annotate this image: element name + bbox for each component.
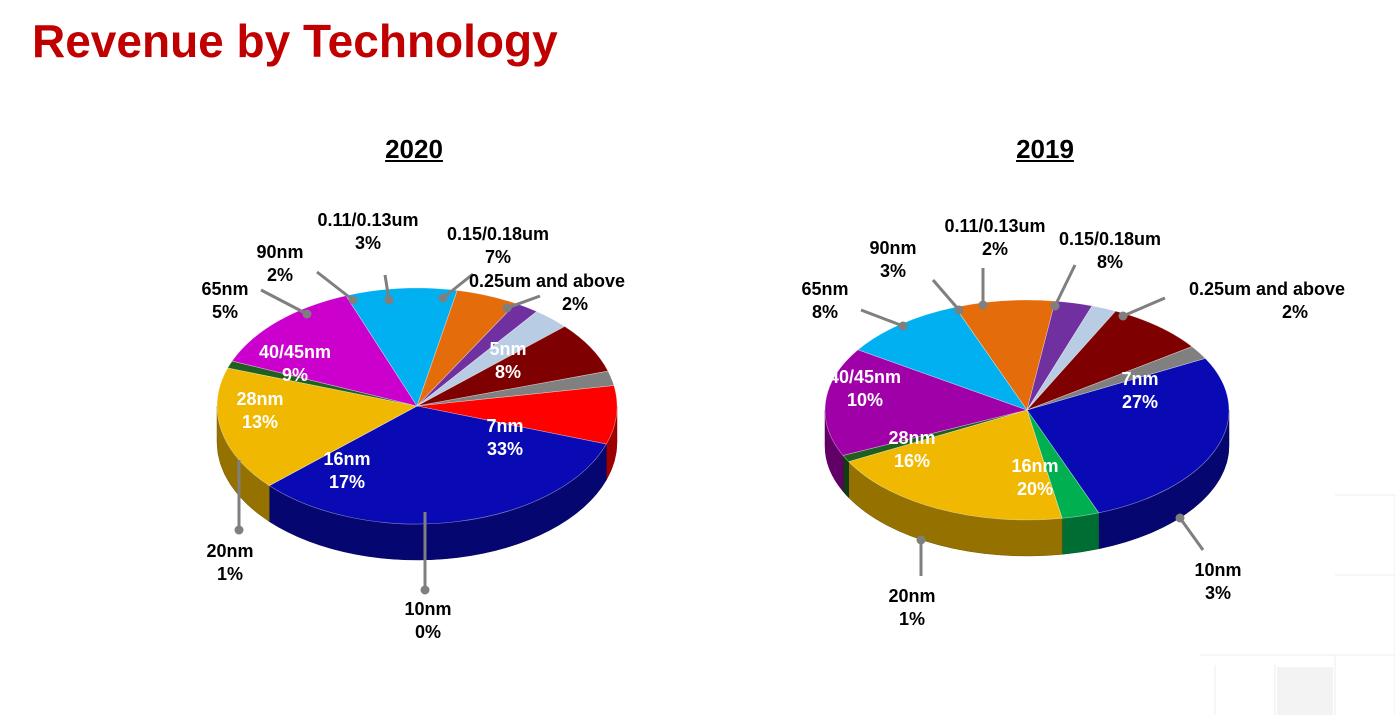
leader-line-0-15-0-18um-2019 [1053,264,1077,307]
leader-dot-65nm-2019 [898,321,908,331]
slice-label-90nm-2020: 90nm [256,242,303,262]
pie-side-10nm-2019 [1061,512,1099,555]
slice-label-0-25um-and-above-2020: 0.25um and above [469,271,625,291]
slice-label-28nm-2019: 28nm [888,428,935,448]
slice-value-28nm-2020: 13% [242,412,278,432]
leader-dot-10nm-2019 [1175,513,1185,523]
slice-label-10nm-2019: 10nm [1194,560,1241,580]
leader-line-0-25um-and-above-2020 [506,294,541,310]
pie-slice-16nm-2019 [848,409,1063,521]
pie-side-20nm-2019 [842,454,849,499]
leader-dot-0-15-0-18um-2020 [438,293,448,303]
slice-label-16nm-2020: 16nm [323,449,370,469]
slice-value-0-11-0-13um-2020: 3% [355,233,381,253]
pie-labels-2019: 7nm 27% 10nm 3% 16nm 20% 20nm 1% 28nm 16% 40/45nm 1… [801,216,1345,629]
slice-label-0-25um-and-above-2019: 0.25um and above [1189,279,1345,299]
slice-label-65nm-2019: 65nm [801,279,848,299]
pie-chart-2019: 2019 7nm 27% 10nm 3% 16nm 20% 20nm 1% 28nm 16% 40/… [705,120,1345,680]
slice-label-20nm-2019: 20nm [888,586,935,606]
pie-slices-2020 [216,287,618,525]
leader-dot-0-11-0-13um-2019 [978,300,988,310]
slice-label-5nm-2020: 5nm [489,339,526,359]
slice-value-7nm-2019: 27% [1122,392,1158,412]
slice-value-65nm-2020: 5% [212,302,238,322]
leader-line-0-15-0-18um-2020 [442,272,474,300]
pie-sides-2019 [824,409,1230,557]
slice-value-0-25um-and-above-2020: 2% [562,294,588,314]
pie-chart-2020: 2020 5nm 8% 7nm 33% 10nm 0% 16nm 17% 20nm 1% 28nm 1… [95,120,735,680]
slice-label-40-45nm-2019: 40/45nm [829,367,901,387]
slice-label-10nm-2020: 10nm [404,599,451,619]
leader-line-0-25um-and-above-2019 [1122,296,1166,318]
slice-value-90nm-2019: 3% [880,261,906,281]
slice-value-65nm-2019: 8% [812,302,838,322]
pie-slice-0-25um-and-above-2020 [416,370,615,407]
slice-label-0-11-0-13um-2020: 0.11/0.13um [317,210,418,230]
leader-dot-65nm-2020 [302,309,312,319]
pie-labels-2020: 5nm 8% 7nm 33% 10nm 0% 16nm 17% 20nm 1% 28nm 13% 40/… [201,210,625,642]
leader-dot-90nm-2020 [348,295,358,305]
slice-label-7nm-2019: 7nm [1121,369,1158,389]
pie-slice-28nm-2019 [824,349,1029,456]
leader-line-65nm-2020 [260,288,308,316]
slice-label-16nm-2019: 16nm [1011,456,1058,476]
slice-label-90nm-2019: 90nm [869,238,916,258]
pie-svg-2019: 7nm 27% 10nm 3% 16nm 20% 20nm 1% 28nm 16% 40/45nm 1… [801,216,1345,629]
slice-value-7nm-2020: 33% [487,439,523,459]
pie-slice-16nm-2020 [216,367,418,486]
slice-label-40-45nm-2020: 40/45nm [259,342,331,362]
chart-title-2019: 2019 [1016,134,1074,164]
page-title: Revenue by Technology [32,15,558,67]
slice-label-20nm-2020: 20nm [206,541,253,561]
slice-value-0-25um-and-above-2019: 2% [1282,302,1308,322]
slice-value-40-45nm-2019: 10% [847,390,883,410]
slice-label-28nm-2020: 28nm [236,389,283,409]
pie-slice-5nm-2020 [416,385,618,445]
leader-dot-10nm-2020 [420,585,430,595]
leader-dot-0-15-0-18um-2019 [1050,301,1060,311]
leader-line-65nm-2019 [860,308,904,328]
pie-slice-7nm-2019 [1026,358,1230,514]
slice-label-0-15-0-18um-2020: 0.15/0.18um [447,224,549,244]
slice-label-65nm-2020: 65nm [201,279,248,299]
chart-title-2020: 2020 [385,134,443,164]
slice-label-7nm-2020: 7nm [486,416,523,436]
pie-slice-0-15-0-18um-2019 [1026,310,1193,411]
slice-value-10nm-2020: 0% [415,622,441,642]
slice-value-16nm-2020: 17% [329,472,365,492]
slice-value-0-15-0-18um-2019: 8% [1097,252,1123,272]
leader-dot-90nm-2019 [954,305,964,315]
leader-dot-0-25um-and-above-2019 [1118,311,1128,321]
slice-value-20nm-2019: 1% [899,609,925,629]
slice-value-90nm-2020: 2% [267,265,293,285]
pie-slice-28nm-2020 [231,295,418,407]
slice-value-0-15-0-18um-2020: 7% [485,247,511,267]
leader-dot-0-11-0-13um-2020 [384,295,394,305]
leader-dot-20nm-2020 [234,525,244,535]
slice-value-40-45nm-2020: 9% [282,365,308,385]
leader-line-90nm-2020 [316,270,354,302]
slice-value-10nm-2019: 3% [1205,583,1231,603]
slice-value-5nm-2020: 8% [495,362,521,382]
pie-slice-7nm-2020 [268,405,607,525]
leader-line-10nm-2019 [1178,517,1205,551]
slice-value-16nm-2019: 20% [1017,479,1053,499]
slice-label-0-11-0-13um-2019: 0.11/0.13um [944,216,1045,236]
pie-svg-2020: 5nm 8% 7nm 33% 10nm 0% 16nm 17% 20nm 1% 28nm 13% 40/… [201,210,625,642]
leader-dot-0-25um-and-above-2020 [502,303,512,313]
slice-label-0-15-0-18um-2019: 0.15/0.18um [1059,229,1161,249]
slice-value-28nm-2019: 16% [894,451,930,471]
slice-value-0-11-0-13um-2019: 2% [982,239,1008,259]
leader-dot-20nm-2019 [916,535,926,545]
pie-slice-0-25um-and-above-2019 [1026,346,1206,411]
slice-value-20nm-2020: 1% [217,564,243,584]
leader-line-90nm-2019 [931,279,961,311]
